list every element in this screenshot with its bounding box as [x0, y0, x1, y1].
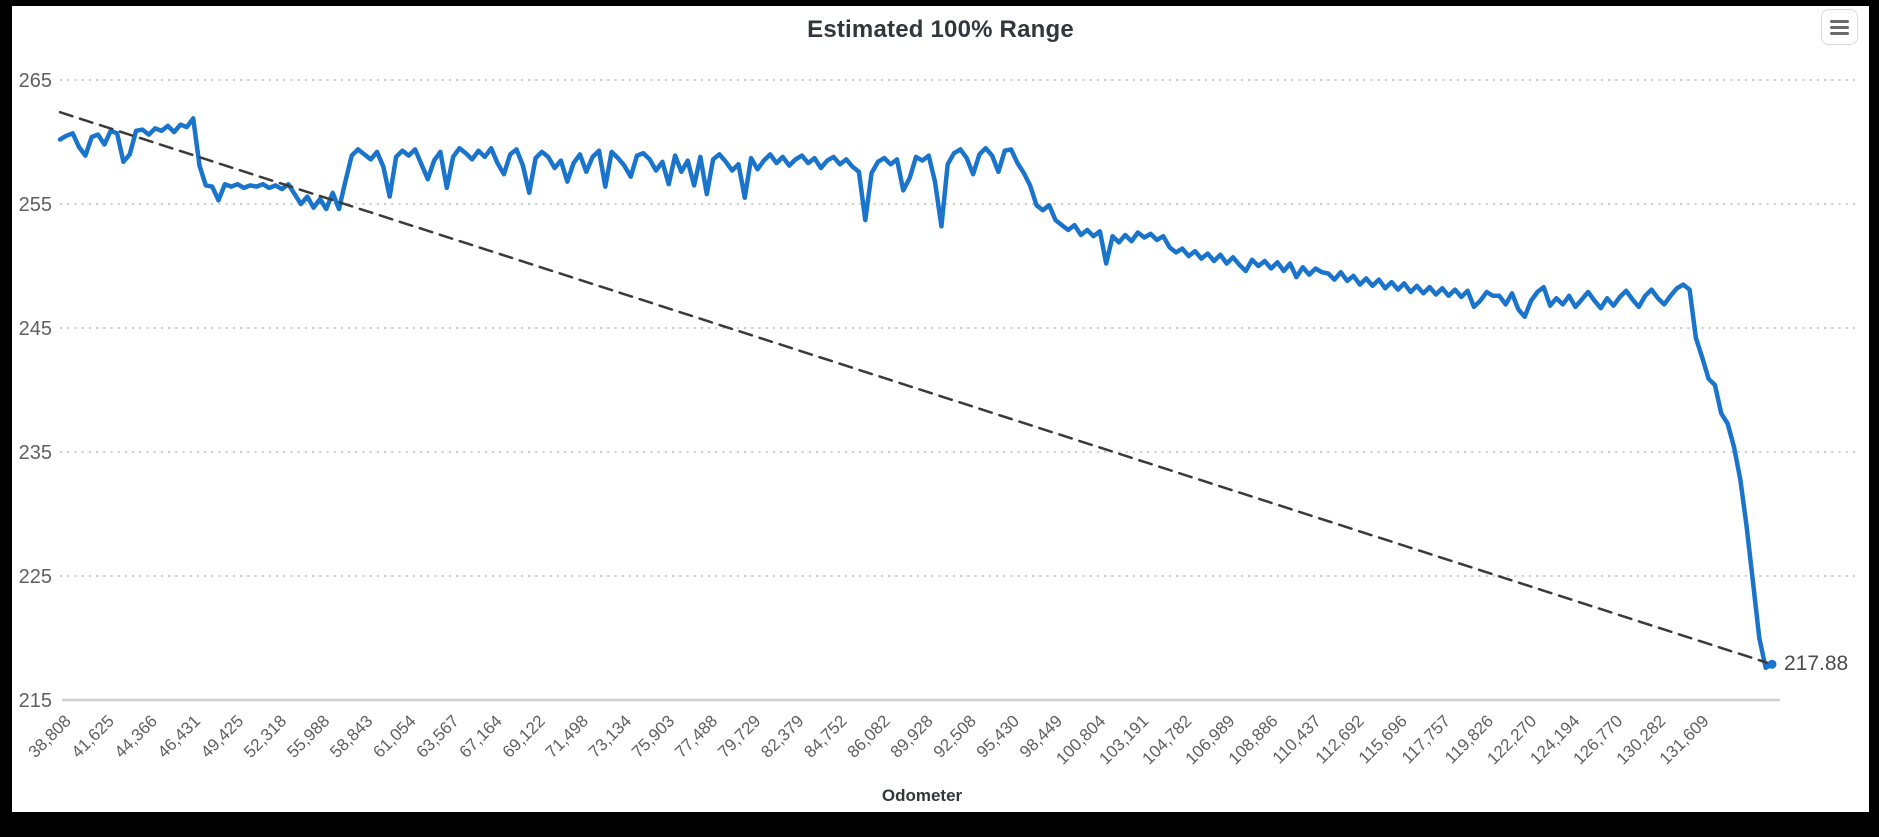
svg-text:41,625: 41,625 [68, 711, 118, 761]
svg-text:92,508: 92,508 [930, 711, 980, 761]
last-point-marker [1767, 659, 1777, 669]
svg-text:84,752: 84,752 [800, 711, 850, 761]
chart-plot-area: 265 255 245 235 225 21538,80841,62544,36646,4… [19, 70, 1855, 768]
svg-text:89,928: 89,928 [887, 711, 937, 761]
export-menu-button[interactable] [1821, 9, 1858, 45]
svg-text:79,729: 79,729 [714, 711, 764, 761]
svg-text:58,843: 58,843 [326, 711, 376, 761]
y-axis-labels: 265 255 245 235 225 215 [19, 70, 52, 712]
svg-text:82,379: 82,379 [757, 711, 807, 761]
x-axis-title: Odometer [881, 786, 963, 805]
svg-text:265: 265 [19, 70, 52, 92]
svg-text:73,134: 73,134 [585, 711, 635, 761]
svg-text:38,808: 38,808 [25, 711, 75, 761]
hamburger-icon [1830, 19, 1849, 35]
svg-text:46,431: 46,431 [154, 711, 204, 761]
svg-text:86,082: 86,082 [844, 711, 894, 761]
svg-text:67,164: 67,164 [456, 711, 506, 761]
svg-text:44,366: 44,366 [111, 711, 161, 761]
svg-text:63,567: 63,567 [413, 711, 463, 761]
svg-text:49,425: 49,425 [197, 711, 247, 761]
chart-title: Estimated 100% Range [807, 16, 1074, 43]
svg-text:71,498: 71,498 [542, 711, 592, 761]
svg-text:235: 235 [19, 442, 52, 464]
svg-text:75,903: 75,903 [628, 711, 678, 761]
svg-text:52,318: 52,318 [240, 711, 290, 761]
svg-text:215: 215 [19, 690, 52, 712]
svg-text:245: 245 [19, 318, 52, 340]
svg-text:61,054: 61,054 [369, 711, 419, 761]
svg-text:55,988: 55,988 [283, 711, 333, 761]
svg-text:95,430: 95,430 [973, 711, 1023, 761]
range-line-series [57, 116, 1775, 671]
svg-text:255: 255 [19, 194, 52, 216]
svg-text:225: 225 [19, 566, 52, 588]
series-end-value-label: 217.88 [1784, 652, 1849, 675]
y-gridlines [60, 79, 1855, 702]
trend-line-series [58, 110, 1774, 666]
chart-card: Estimated 100% Range 265 255 245 235 225 215 3… [12, 6, 1869, 812]
svg-text:77,488: 77,488 [671, 711, 721, 761]
svg-text:69,122: 69,122 [499, 711, 549, 761]
x-axis-labels: 38,80841,62544,36646,43149,42552,31855,9… [25, 711, 1713, 768]
